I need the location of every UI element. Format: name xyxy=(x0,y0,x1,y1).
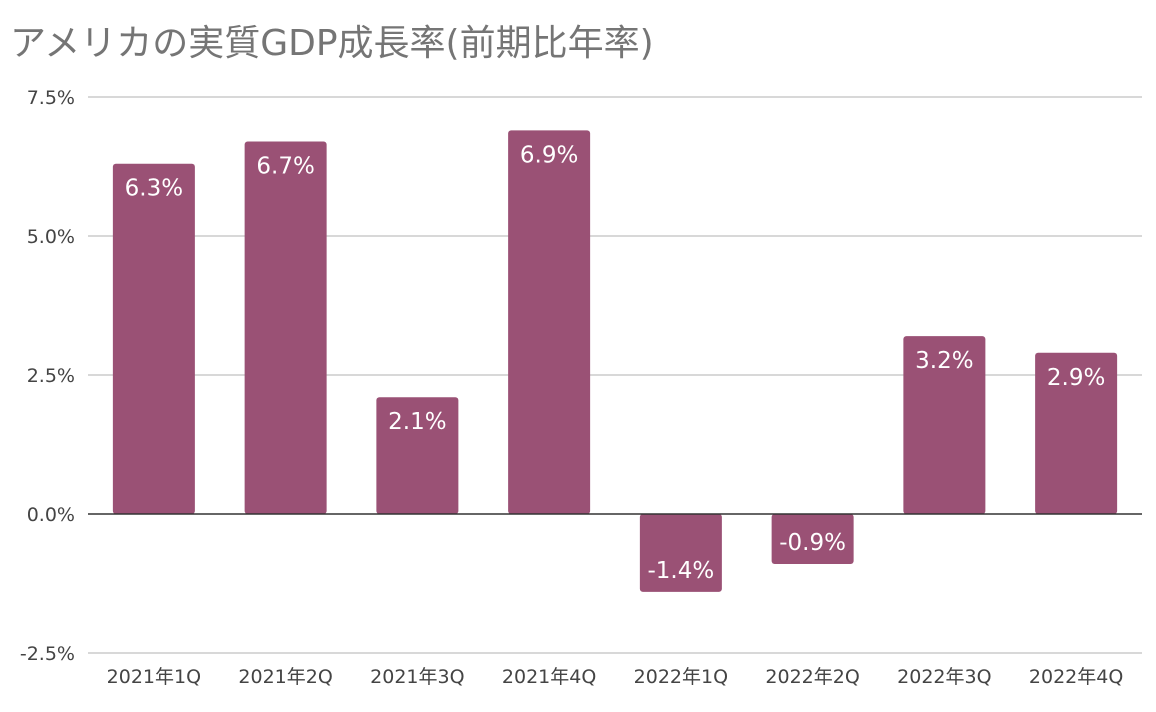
x-tick-label: 2021年1Q xyxy=(107,666,201,688)
bar xyxy=(771,514,854,565)
x-tick-label: 2021年4Q xyxy=(502,666,596,688)
data-labels: 6.3% 6.7% 2.1% 6.9% -1.4% -0.9% 3.2% 2.9% xyxy=(125,142,1106,583)
data-label: 2.9% xyxy=(1047,365,1105,391)
y-tick-label: 5.0% xyxy=(27,226,75,248)
x-tick-label: 2022年3Q xyxy=(897,666,991,688)
bar xyxy=(376,397,459,514)
bar xyxy=(903,336,986,514)
x-tick-label: 2021年2Q xyxy=(238,666,332,688)
bar xyxy=(508,130,591,515)
x-tick-label: 2021年3Q xyxy=(370,666,464,688)
y-tick-label: 2.5% xyxy=(27,365,75,387)
data-label: -0.9% xyxy=(779,530,846,556)
x-tick-label: 2022年4Q xyxy=(1029,666,1123,688)
x-tick-label: 2022年1Q xyxy=(634,666,728,688)
bar xyxy=(244,141,327,515)
x-tick-label: 2022年2Q xyxy=(765,666,859,688)
y-tick-label: 0.0% xyxy=(27,504,75,526)
bar xyxy=(639,514,722,592)
data-label: 6.3% xyxy=(125,176,183,202)
data-label: 2.1% xyxy=(388,409,446,435)
data-label: -1.4% xyxy=(648,558,715,584)
data-label: 6.7% xyxy=(256,153,314,179)
data-label: 6.9% xyxy=(520,142,578,168)
x-axis-ticks: 2021年1Q 2021年2Q 2021年3Q 2021年4Q 2022年1Q 2022年… xyxy=(107,666,1124,688)
bars xyxy=(112,130,1118,592)
bar xyxy=(1035,352,1118,514)
data-label: 3.2% xyxy=(915,348,973,374)
bar xyxy=(112,163,195,514)
y-tick-label: -2.5% xyxy=(20,643,75,665)
y-axis-ticks: 7.5% 5.0% 2.5% 0.0% -2.5% xyxy=(20,87,75,665)
chart-title: アメリカの実質GDP成長率(前期比年率) xyxy=(10,23,654,64)
y-tick-label: 7.5% xyxy=(27,87,75,109)
